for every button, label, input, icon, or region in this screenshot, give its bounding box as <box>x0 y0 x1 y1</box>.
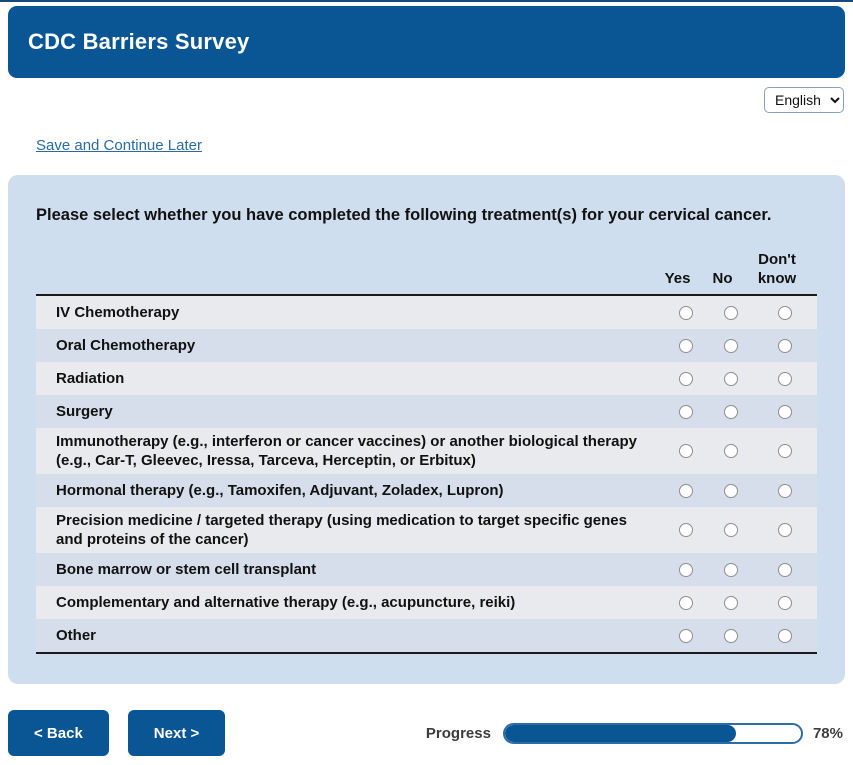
table-row: Other <box>36 619 817 652</box>
row-label: Bone marrow or stem cell transplant <box>56 561 317 578</box>
no-radio[interactable] <box>723 483 738 498</box>
dont-know-radio[interactable] <box>778 444 792 458</box>
yes-radio[interactable] <box>678 483 693 498</box>
yes-radio[interactable] <box>678 562 693 577</box>
row-label: Radiation <box>56 370 125 387</box>
progress-fill <box>504 724 736 742</box>
next-button[interactable]: Next > <box>127 710 226 756</box>
no-radio[interactable] <box>723 628 738 643</box>
table-row: IV Chemotherapy <box>36 296 817 329</box>
yes-radio[interactable] <box>678 404 693 419</box>
column-header-dont-know: Don't know <box>757 251 797 287</box>
row-label: IV Chemotherapy <box>56 304 180 321</box>
dont-know-radio[interactable] <box>778 338 792 353</box>
dont-know-radio[interactable] <box>778 483 792 498</box>
page-title: CDC Barriers Survey <box>28 29 250 54</box>
back-button[interactable]: < Back <box>8 710 109 756</box>
no-radio[interactable] <box>723 595 738 610</box>
table-row: Complementary and alternative therapy (e… <box>36 586 817 619</box>
row-label: Immunotherapy (e.g., interferon or cance… <box>56 433 637 469</box>
no-radio[interactable] <box>723 562 738 577</box>
progress-bar <box>502 722 803 744</box>
row-label: Oral Chemotherapy <box>56 337 196 354</box>
dont-know-radio[interactable] <box>778 595 792 610</box>
column-header-yes: Yes <box>664 270 691 287</box>
column-header-no: No <box>712 270 733 287</box>
row-label: Precision medicine / targeted therapy (u… <box>56 512 627 548</box>
row-label: Hormonal therapy (e.g., Tamoxifen, Adjuv… <box>56 482 504 499</box>
dont-know-radio[interactable] <box>778 305 792 320</box>
footer: < Back Next > Progress 78% <box>8 710 845 756</box>
dont-know-radio[interactable] <box>778 523 792 537</box>
no-radio[interactable] <box>723 371 738 386</box>
yes-radio[interactable] <box>678 338 693 353</box>
save-row: Save and Continue Later <box>0 113 853 155</box>
no-radio[interactable] <box>723 338 738 353</box>
row-label: Other <box>56 627 97 644</box>
language-row: English <box>0 78 853 113</box>
table-row: Immunotherapy (e.g., interferon or cance… <box>36 428 817 474</box>
question-text: Please select whether you have completed… <box>36 206 772 224</box>
table-row: Surgery <box>36 395 817 428</box>
save-and-continue-link[interactable]: Save and Continue Later <box>36 137 202 154</box>
table-row: Bone marrow or stem cell transplant <box>36 553 817 586</box>
dont-know-radio[interactable] <box>778 371 792 386</box>
question-panel: Please select whether you have completed… <box>8 175 845 684</box>
progress-group: Progress 78% <box>425 722 845 744</box>
yes-radio[interactable] <box>678 371 693 386</box>
no-radio[interactable] <box>723 523 738 537</box>
dont-know-radio[interactable] <box>778 404 792 419</box>
survey-table: IV Chemotherapy Oral Chemotherapy Radiat… <box>36 296 817 654</box>
table-row: Hormonal therapy (e.g., Tamoxifen, Adjuv… <box>36 474 817 507</box>
no-radio[interactable] <box>723 404 738 419</box>
dont-know-radio[interactable] <box>778 562 792 577</box>
column-header-row: Yes No Don't know <box>36 250 817 296</box>
progress-label: Progress <box>425 724 491 742</box>
yes-radio[interactable] <box>678 595 693 610</box>
row-label: Complementary and alternative therapy (e… <box>56 594 516 611</box>
dont-know-radio[interactable] <box>778 628 792 643</box>
yes-radio[interactable] <box>678 305 693 320</box>
table-row: Oral Chemotherapy <box>36 329 817 362</box>
language-select[interactable]: English <box>764 87 844 113</box>
app-header: CDC Barriers Survey <box>8 6 845 78</box>
table-row: Precision medicine / targeted therapy (u… <box>36 507 817 553</box>
row-label: Surgery <box>56 403 113 420</box>
no-radio[interactable] <box>723 305 738 320</box>
table-row: Radiation <box>36 362 817 395</box>
yes-radio[interactable] <box>678 523 693 537</box>
yes-radio[interactable] <box>678 628 693 643</box>
no-radio[interactable] <box>723 444 738 458</box>
progress-percent: 78% <box>812 724 843 742</box>
yes-radio[interactable] <box>678 444 693 458</box>
